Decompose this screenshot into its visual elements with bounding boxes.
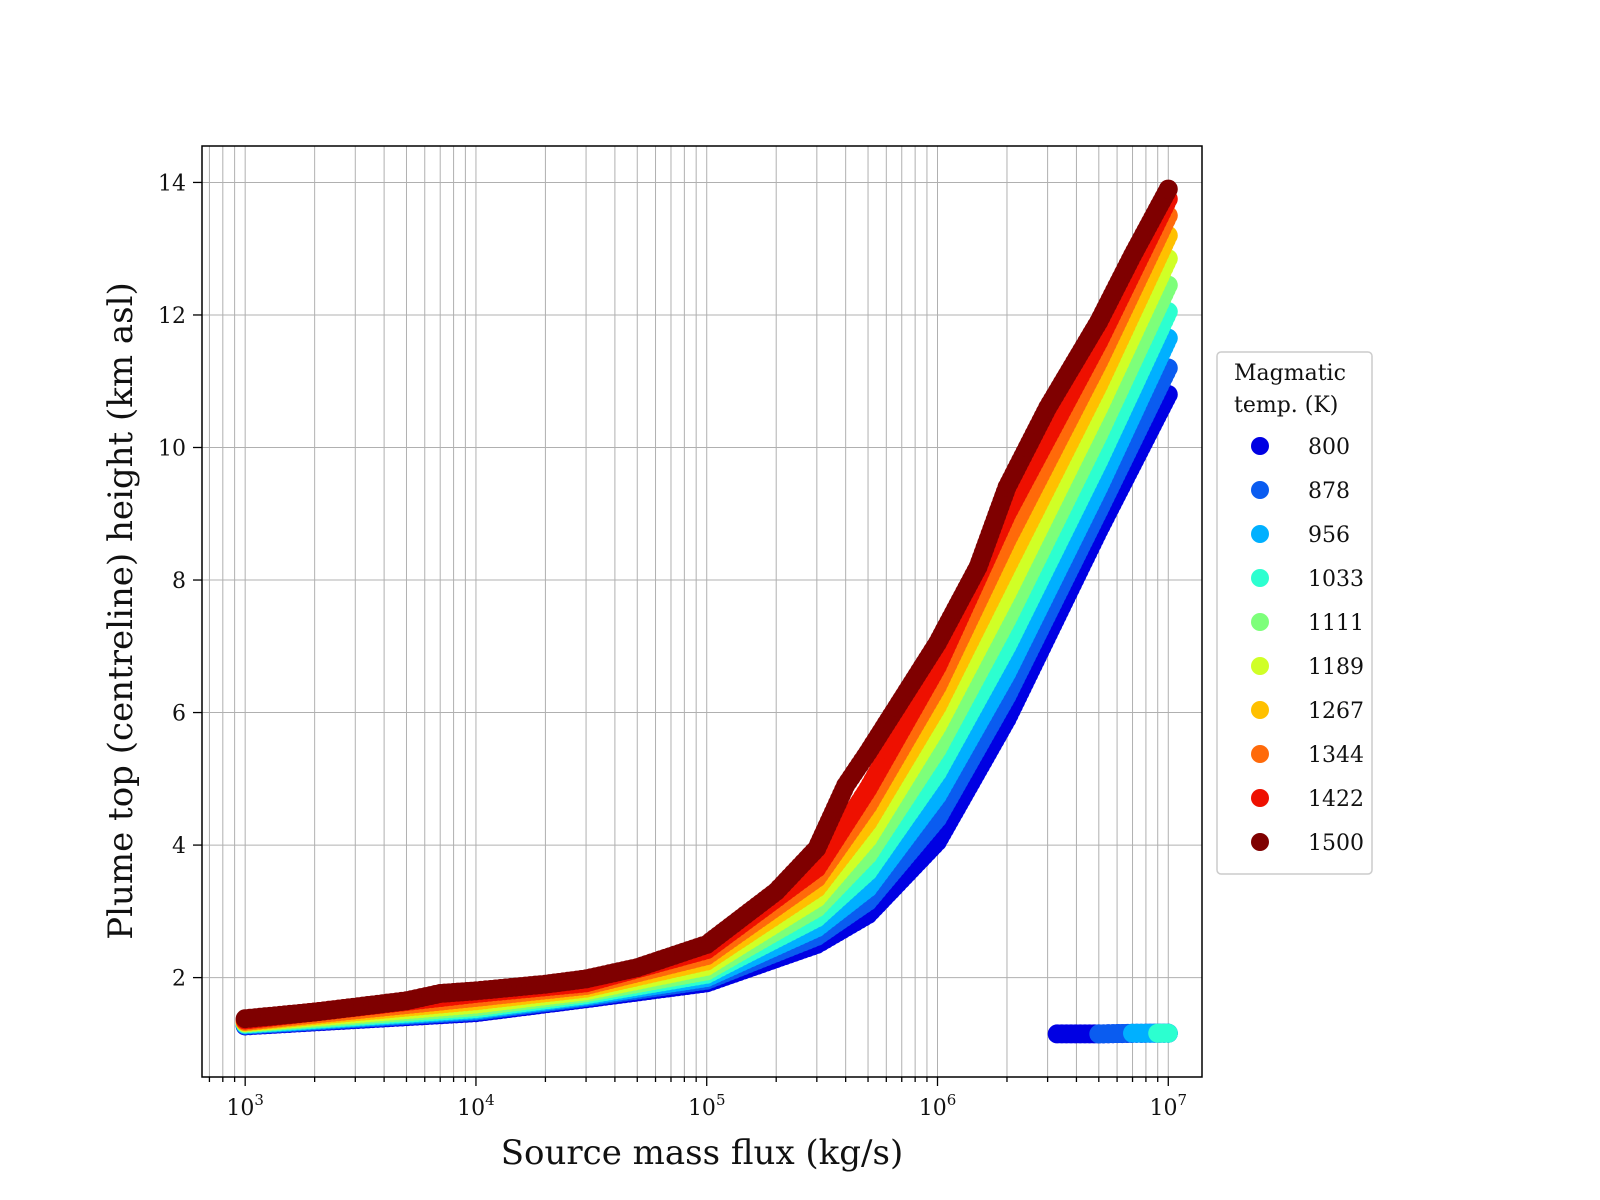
- legend-marker-1189: [1251, 657, 1269, 675]
- legend-label-1111: 1111: [1308, 611, 1364, 636]
- legend-label-1500: 1500: [1308, 831, 1364, 856]
- y-tick-label: 6: [172, 702, 186, 727]
- y-tick-label: 2: [172, 967, 186, 992]
- x-tick-label: 104: [457, 1091, 495, 1121]
- legend-marker-878: [1251, 481, 1269, 499]
- legend-entries: 800 878 956 1033 1111 1189 1267 1344 1422 1500: [1251, 435, 1364, 856]
- plot-frame: [201, 145, 1203, 1078]
- legend-label-800: 800: [1308, 435, 1350, 460]
- legend-label-1189: 1189: [1308, 655, 1364, 680]
- data-points: [235, 179, 1178, 1044]
- low-branch-point-1033: [1158, 1023, 1178, 1043]
- x-tick-label: 106: [919, 1091, 957, 1121]
- x-axis-label: Source mass flux (kg/s): [501, 1133, 903, 1173]
- x-tick-label: 105: [688, 1091, 726, 1121]
- x-tick-label: 103: [226, 1091, 264, 1121]
- legend-marker-1111: [1251, 613, 1269, 631]
- y-tick-label: 4: [172, 834, 186, 859]
- data-point-1500: [1158, 179, 1178, 199]
- legend-label-878: 878: [1308, 479, 1350, 504]
- y-axis-label: Plume top (centreline) height (km asl): [101, 282, 141, 940]
- legend-marker-956: [1251, 525, 1269, 543]
- legend-title-line-1: Magmatic: [1234, 361, 1346, 386]
- legend-marker-1033: [1251, 569, 1269, 587]
- legend-label-956: 956: [1308, 523, 1350, 548]
- legend-label-1267: 1267: [1308, 699, 1364, 724]
- y-tick-label: 14: [158, 171, 186, 196]
- legend: Magmatic temp. (K) 800 878 956 1033 1111 1189…: [1216, 351, 1373, 875]
- ticks: 2 4 6 8 10 12 14 103 104 105 106 107: [158, 171, 1187, 1121]
- legend-label-1033: 1033: [1308, 567, 1364, 592]
- legend-marker-1422: [1251, 789, 1269, 807]
- legend-marker-1267: [1251, 701, 1269, 719]
- legend-marker-800: [1251, 437, 1269, 455]
- y-tick-label: 12: [158, 304, 186, 329]
- legend-title-line-2: temp. (K): [1234, 393, 1338, 418]
- legend-label-1422: 1422: [1308, 787, 1364, 812]
- y-tick-label: 8: [172, 569, 186, 594]
- legend-marker-1500: [1251, 833, 1269, 851]
- legend-label-1344: 1344: [1308, 743, 1364, 768]
- x-tick-label: 107: [1150, 1091, 1188, 1121]
- y-tick-label: 10: [158, 436, 186, 461]
- legend-marker-1344: [1251, 745, 1269, 763]
